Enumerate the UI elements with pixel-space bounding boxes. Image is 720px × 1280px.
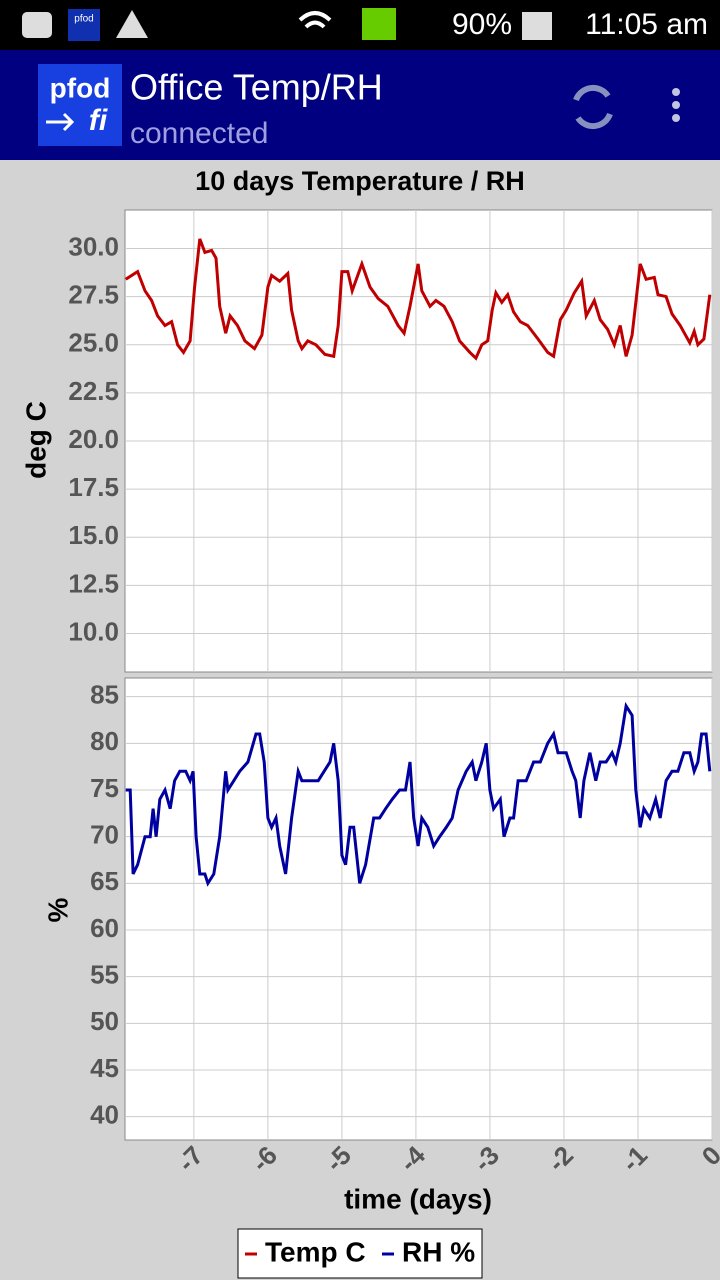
y-tick-label: 40 <box>90 1100 119 1130</box>
y-tick-label: 17.5 <box>68 472 119 502</box>
menu-button[interactable] <box>672 88 680 122</box>
y-tick-label: 20.0 <box>68 424 119 454</box>
y-tick-label: 55 <box>90 960 119 990</box>
y-axis-label: deg C <box>20 401 51 479</box>
y-tick-label: 22.5 <box>68 376 119 406</box>
logo-text: fi <box>89 104 108 137</box>
data-line <box>124 238 712 361</box>
x-axis-label: time (days) <box>344 1183 492 1214</box>
signal-icon <box>362 8 396 40</box>
y-tick-label: 70 <box>90 820 119 850</box>
legend-label: RH % <box>402 1236 475 1267</box>
refresh-button[interactable] <box>573 84 613 130</box>
legend-label: Temp C <box>265 1236 366 1267</box>
y-tick-label: 10.0 <box>68 616 119 646</box>
y-tick-label: 15.0 <box>68 520 119 550</box>
y-tick-label: 75 <box>90 773 119 803</box>
y-tick-label: 25.0 <box>68 328 119 358</box>
app-notification-text: pfod <box>74 14 93 25</box>
y-tick-label: 12.5 <box>68 568 119 598</box>
status-bar <box>0 0 720 50</box>
warning-icon <box>116 10 148 38</box>
logo-arrow <box>46 112 75 132</box>
plot-area <box>124 677 713 1141</box>
y-tick-label: 65 <box>90 866 119 896</box>
data-line <box>125 701 712 887</box>
notification-icon <box>22 12 52 38</box>
battery-icon <box>522 12 552 40</box>
chart-title: 10 days Temperature / RH <box>195 166 525 196</box>
logo-text: pfod <box>50 72 111 103</box>
battery-text: 90% <box>452 8 512 41</box>
y-tick-label: 30.0 <box>68 231 119 261</box>
y-tick-label: 60 <box>90 913 119 943</box>
app-notification-icon <box>68 9 100 41</box>
y-tick-label: 80 <box>90 726 119 756</box>
y-tick-label: 85 <box>90 680 119 710</box>
y-tick-label: 27.5 <box>68 280 119 310</box>
app-subtitle: connected <box>130 117 268 150</box>
clock: 11:05 am <box>585 8 708 41</box>
y-tick-label: 50 <box>90 1006 119 1036</box>
logo <box>38 64 122 146</box>
y-tick-label: 45 <box>90 1053 119 1083</box>
app-title: Office Temp/RH <box>130 67 383 108</box>
y-axis-label: % <box>42 897 73 922</box>
legend <box>237 1228 483 1279</box>
wifi-icon <box>298 11 332 29</box>
